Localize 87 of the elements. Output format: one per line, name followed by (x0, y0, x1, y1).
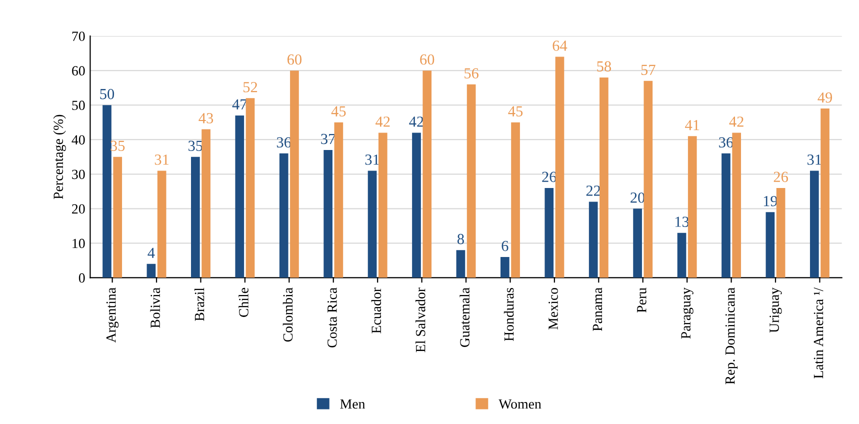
data-label: 58 (597, 61, 612, 72)
bar (324, 150, 332, 278)
data-label: 64 (552, 40, 568, 51)
bar (235, 115, 244, 278)
legend-label: Men (340, 399, 366, 409)
bar (290, 70, 299, 278)
data-label: 4 (148, 248, 155, 258)
bar (776, 188, 786, 278)
data-label: 42 (729, 116, 744, 127)
bar (113, 156, 122, 278)
bar (378, 132, 388, 278)
y-tick-label: 10 (72, 238, 85, 248)
y-tick-label: 30 (72, 170, 85, 180)
data-label: 57 (641, 64, 656, 76)
bar (279, 153, 288, 278)
x-tick-label: Paraguay (681, 288, 694, 339)
data-label: 50 (100, 88, 114, 100)
y-tick-label: 60 (72, 66, 85, 76)
data-label: 8 (457, 234, 464, 244)
x-tick-label: Bolivia (150, 288, 160, 328)
bar (102, 105, 112, 278)
y-tick-label: 40 (72, 135, 85, 145)
bar (466, 84, 476, 278)
bar (766, 212, 775, 278)
bar (688, 136, 697, 278)
data-label: 26 (774, 172, 788, 182)
x-tick-label: Mexico (548, 288, 558, 330)
bar (246, 98, 255, 278)
data-label: 43 (198, 113, 214, 124)
x-tick-label: Colombia (282, 288, 293, 342)
data-label: 56 (464, 68, 478, 78)
bar (820, 108, 830, 278)
data-label: 37 (321, 134, 336, 144)
x-tick-label: Argentina (106, 288, 119, 343)
x-tick-label: Costa Rica (328, 288, 337, 348)
x-tick-label: Latin America ¹/ (814, 287, 824, 378)
y-tick-label: 20 (72, 204, 85, 214)
bar (677, 232, 686, 278)
bar (157, 170, 166, 278)
bar (722, 153, 730, 278)
bar (368, 170, 377, 278)
data-label: 36 (719, 137, 734, 148)
bar (191, 156, 200, 278)
bar (544, 188, 554, 278)
bar (588, 202, 598, 278)
data-label: 52 (243, 82, 258, 92)
data-label: 45 (331, 106, 346, 116)
data-label: 60 (287, 54, 302, 65)
bar (810, 170, 819, 278)
bar (600, 77, 608, 278)
bar (456, 250, 466, 278)
bar (422, 70, 432, 278)
bar (334, 122, 344, 278)
x-tick-label: Uriguay (770, 287, 782, 333)
y-tick-label: 0 (78, 273, 85, 283)
x-tick-label: El Salvador (415, 288, 426, 352)
bar (146, 264, 156, 278)
y-tick-label: 70 (72, 32, 85, 41)
bar (732, 132, 742, 278)
data-label: 31 (365, 154, 379, 165)
data-label: 41 (685, 120, 700, 130)
bar (500, 257, 510, 278)
x-tick-label: Chile (238, 288, 248, 317)
bar (644, 80, 653, 278)
data-label: 47 (232, 99, 247, 110)
data-label: 6 (502, 240, 508, 252)
x-tick-label: Brazil (194, 288, 204, 321)
x-tick-label: Honduras (504, 288, 514, 342)
y-tick-label: 50 (72, 100, 85, 110)
x-tick-label: Peru (637, 288, 646, 312)
x-tick-label: Guatemala (460, 288, 470, 348)
data-label: 31 (154, 154, 169, 165)
data-label: 49 (818, 92, 832, 103)
data-label: 45 (508, 106, 523, 116)
data-label: 42 (409, 116, 424, 127)
bar (633, 208, 642, 278)
data-label: 60 (420, 54, 434, 65)
x-tick-label: Rep. Dominicana (725, 288, 738, 384)
bar (412, 132, 421, 278)
x-tick-label: Panama (592, 288, 602, 332)
y-axis-title: Percentage (%) (53, 114, 66, 200)
data-label: 42 (376, 116, 390, 127)
bar (202, 129, 210, 278)
x-tick-label: Ecuador (371, 288, 382, 334)
legend-label: Women (498, 399, 542, 409)
bar (511, 122, 520, 278)
bar (555, 56, 564, 278)
